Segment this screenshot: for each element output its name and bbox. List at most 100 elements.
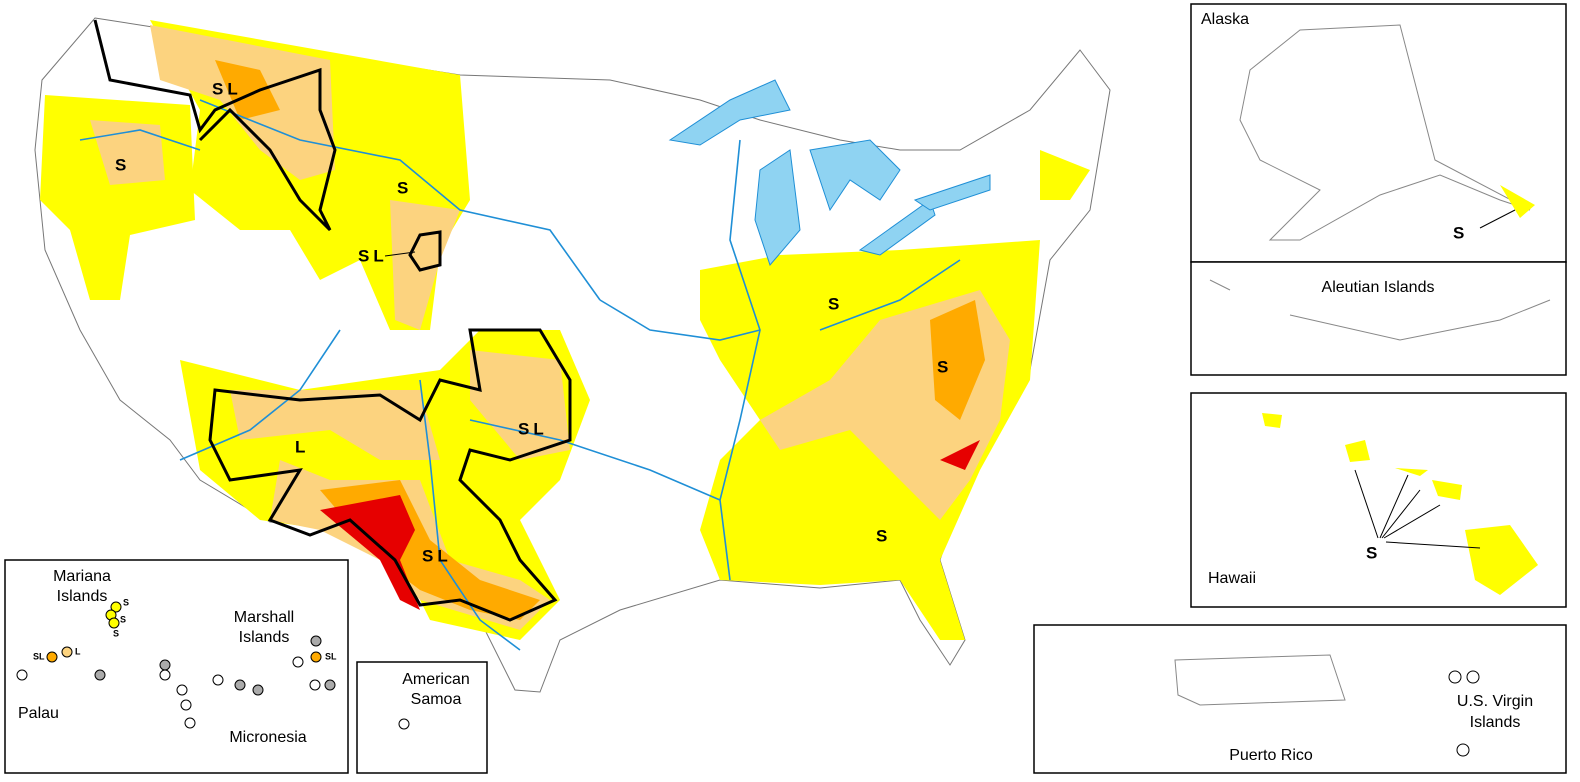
hawaii-inset-path bbox=[1465, 525, 1538, 595]
impact-labels-line bbox=[384, 251, 416, 257]
impact-labels: SL S S SL L SL SL S S S bbox=[115, 79, 948, 565]
hawaii-inset-path bbox=[1395, 468, 1428, 476]
pacific-inset-circle bbox=[110, 601, 122, 613]
rivers-path bbox=[79, 129, 201, 151]
rivers-path bbox=[419, 379, 521, 651]
rivers-path bbox=[599, 299, 761, 341]
pacific-inset-text: Marshall bbox=[234, 609, 294, 626]
alaska-inset-text: S bbox=[1453, 223, 1468, 242]
puerto-rico-inset-rect bbox=[1033, 624, 1567, 774]
hawaii-inset-text: S bbox=[1366, 543, 1381, 562]
drought-d1-path bbox=[230, 390, 440, 460]
alaska-inset-rect bbox=[1190, 3, 1567, 263]
pacific-inset-circle bbox=[61, 646, 73, 658]
rivers-path bbox=[179, 329, 341, 461]
american-samoa-inset-rect bbox=[356, 661, 488, 774]
lakes bbox=[668, 79, 991, 266]
pacific-inset-g-circle bbox=[176, 684, 188, 696]
drought-d3-path bbox=[320, 495, 420, 610]
pacific-inset-circle bbox=[46, 651, 58, 663]
american-samoa-inset-text: Samoa bbox=[411, 691, 462, 708]
pacific-inset-g bbox=[16, 656, 321, 729]
hawaii-inset: Hawaii S bbox=[1190, 392, 1567, 608]
hawaii-inset-path bbox=[1345, 440, 1370, 462]
impact-outlines-path bbox=[408, 230, 442, 272]
impact-labels-text: SL bbox=[358, 246, 388, 265]
pacific-inset-g-circle bbox=[234, 679, 246, 691]
rivers-path bbox=[469, 419, 721, 501]
american-samoa-inset-circle bbox=[398, 718, 410, 730]
hawaii-inset-path bbox=[1432, 480, 1462, 500]
impact-outlines-path bbox=[208, 328, 572, 622]
rivers-path bbox=[199, 99, 601, 301]
pacific-inset: Mariana Islands S S S SL L SL Marshall I… bbox=[4, 559, 349, 774]
rivers bbox=[79, 99, 961, 651]
pacific-inset-text: Mariana bbox=[53, 568, 111, 585]
alaska-inset-text: Alaska bbox=[1201, 11, 1249, 28]
impact-labels-text: L bbox=[295, 437, 309, 456]
pacific-inset-text: Islands bbox=[239, 629, 290, 646]
pacific-inset-text: S bbox=[113, 628, 119, 638]
impact-labels-text: S bbox=[397, 178, 412, 197]
lakes-path bbox=[913, 174, 991, 211]
lakes-path bbox=[809, 139, 901, 212]
pacific-inset-text: SL bbox=[33, 651, 45, 661]
rivers-path bbox=[719, 139, 761, 581]
impact-labels-text: SL bbox=[212, 79, 242, 98]
conus: SL S S SL L SL SL S S S bbox=[34, 17, 1111, 693]
pacific-inset-g-circle bbox=[94, 669, 106, 681]
pacific-inset-g-circle bbox=[252, 684, 264, 696]
alaska-inset-path bbox=[1500, 185, 1535, 218]
pacific-inset-g-circle bbox=[16, 669, 28, 681]
lakes-path bbox=[668, 79, 791, 146]
pacific-inset-g-circle bbox=[324, 679, 336, 691]
pacific-inset-g bbox=[94, 635, 336, 696]
pacific-inset-text: L bbox=[75, 646, 81, 656]
pacific-inset-circle bbox=[108, 617, 120, 629]
drought-d2-path bbox=[215, 60, 280, 120]
puerto-rico-inset: Puerto Rico U.S. Virgin Islands bbox=[1033, 624, 1567, 774]
pacific-inset-g-circle bbox=[292, 656, 304, 668]
puerto-rico-inset-circle bbox=[1448, 670, 1462, 684]
pacific-inset-text: SL bbox=[325, 651, 337, 661]
pacific-inset-text: S bbox=[120, 614, 126, 624]
hawaii-inset-path bbox=[1354, 469, 1481, 549]
alaska-inset-text: Aleutian Islands bbox=[1322, 279, 1435, 296]
hawaii-inset-text: Hawaii bbox=[1208, 570, 1256, 587]
impact-labels-text: S bbox=[876, 526, 891, 545]
puerto-rico-inset-circle bbox=[1466, 670, 1480, 684]
pacific-inset-g-circle bbox=[309, 679, 321, 691]
drought-d2-path bbox=[930, 300, 985, 420]
rivers-path bbox=[819, 259, 961, 331]
puerto-rico-inset-text: Puerto Rico bbox=[1229, 747, 1313, 764]
impact-labels-text: S bbox=[828, 294, 843, 313]
alaska-inset-path bbox=[1209, 279, 1551, 341]
pacific-inset-g-circle bbox=[212, 674, 224, 686]
impact-outlines bbox=[93, 19, 572, 622]
american-samoa-inset: American Samoa bbox=[356, 661, 488, 774]
impact-outlines-path bbox=[93, 19, 337, 232]
hawaii-inset-path bbox=[1262, 413, 1282, 428]
pacific-inset-circle bbox=[310, 651, 322, 663]
drought-d1-path bbox=[390, 200, 460, 330]
pacific-inset-g-circle bbox=[184, 717, 196, 729]
puerto-rico-inset-circle bbox=[1456, 743, 1470, 757]
alaska-inset-path bbox=[1239, 24, 1531, 241]
impact-labels-text: SL bbox=[422, 546, 452, 565]
drought-d3 bbox=[320, 440, 980, 610]
drought-d1-path bbox=[90, 120, 165, 185]
pacific-inset-text: Islands bbox=[57, 588, 108, 605]
pacific-inset-text: S bbox=[123, 597, 129, 607]
pacific-inset-g-circle bbox=[310, 635, 322, 647]
impact-labels-text: S bbox=[115, 155, 130, 174]
puerto-rico-inset-text: U.S. Virgin bbox=[1457, 693, 1533, 710]
drought-d0-path bbox=[1040, 150, 1090, 200]
lakes-path bbox=[858, 199, 936, 256]
impact-labels-text: SL bbox=[518, 419, 548, 438]
lakes-path bbox=[754, 149, 801, 266]
pacific-inset-g-circle bbox=[159, 659, 171, 671]
puerto-rico-inset-text: Islands bbox=[1470, 714, 1521, 731]
pacific-inset-g-circle bbox=[180, 699, 192, 711]
